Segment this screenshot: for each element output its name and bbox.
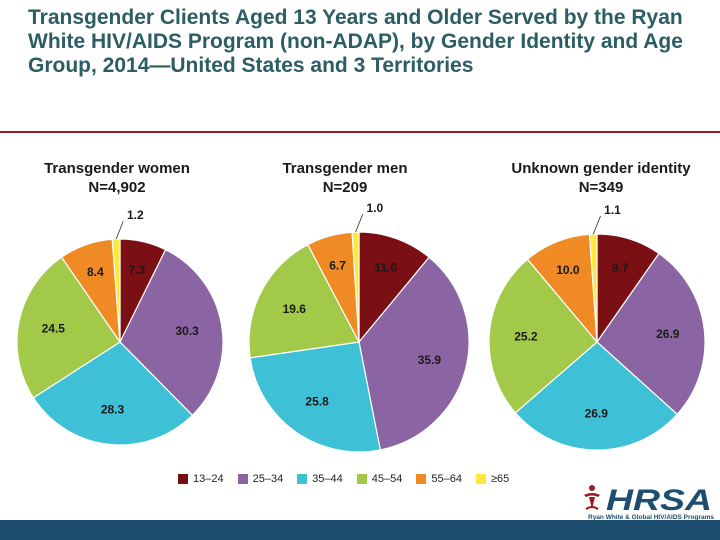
pie-subtitle: N=4,902 <box>88 179 145 196</box>
ribbon-person-icon <box>584 485 600 510</box>
legend-swatch <box>356 474 367 484</box>
legend-swatch <box>475 474 486 484</box>
legend-swatch <box>297 474 308 484</box>
legend-swatch <box>416 474 427 484</box>
hrsa-logo: HRSA Ryan White & Global HIV/AIDS Progra… <box>584 484 714 521</box>
slide-title: Transgender Clients Aged 13 Years and Ol… <box>28 6 683 77</box>
legend-label: 13–24 <box>193 473 224 485</box>
pie-slice <box>16 256 121 399</box>
legend-item: 25–34 <box>237 473 284 485</box>
slice-value-label: 28.3 <box>101 403 125 417</box>
logo-name: HRSA <box>606 484 712 517</box>
slice-value-label: 25.2 <box>514 329 538 343</box>
footer-bar <box>0 520 720 540</box>
legend-item: 45–54 <box>356 473 403 485</box>
pie-slice <box>351 231 360 343</box>
slice-value-label: 35.9 <box>418 353 442 367</box>
slice-value-label: 26.9 <box>656 327 680 341</box>
title-divider <box>0 131 720 133</box>
slice-value-label: 11.0 <box>374 261 397 275</box>
legend-swatch <box>178 474 188 484</box>
pie-slice <box>358 256 470 451</box>
legend-item: 55–64 <box>416 473 462 485</box>
pie-title: Transgender women <box>44 160 190 177</box>
slice-value-label: 8.4 <box>87 265 104 279</box>
label-leader-line <box>115 220 124 240</box>
legend-label: 45–54 <box>371 473 403 485</box>
legend-label: ≥65 <box>490 473 510 485</box>
legend-label: 25–34 <box>252 473 284 485</box>
pie-chart-2: Transgender men N=209 11.0 35.9 25.8 19.6 6.7 1… <box>248 160 470 453</box>
pie-chart-1: Transgender women N=4,902 7.3 30.3 28.3 24.5 8… <box>16 160 224 446</box>
slice-value-label: 19.6 <box>283 302 307 316</box>
slice-value-label: 6.7 <box>329 259 346 273</box>
legend-item: 13–24 <box>178 473 224 485</box>
slice-value-label: 30.3 <box>175 324 199 338</box>
label-leader-line <box>592 215 601 235</box>
pie-slice <box>358 231 430 344</box>
legend-item: ≥65 <box>475 473 510 485</box>
pie-title: Unknown gender identity <box>511 160 691 177</box>
pie-subtitle: N=349 <box>579 179 624 196</box>
pie-slice <box>514 341 679 451</box>
slice-value-label: 24.5 <box>42 322 66 336</box>
legend-label: 35–44 <box>312 473 343 485</box>
pie-slice <box>119 248 224 417</box>
slice-value-label: 1.0 <box>367 201 384 215</box>
slice-value-label: 7.3 <box>129 263 146 277</box>
pie-subtitle: N=209 <box>323 179 368 196</box>
chart-legend: 13–24 25–34 35–44 45–54 55–64 ≥65 <box>178 471 509 487</box>
pie-slice <box>488 258 598 414</box>
slice-value-label: 1.1 <box>604 203 621 217</box>
logo-tagline: Ryan White & Global HIV/AIDS Programs <box>588 514 714 521</box>
legend-swatch <box>237 474 248 484</box>
pie-slice <box>596 252 706 416</box>
slice-value-label: 25.8 <box>305 394 329 408</box>
legend-item: 35–44 <box>297 473 343 485</box>
legend-label: 55–64 <box>431 473 462 485</box>
slice-value-label: 26.9 <box>585 406 609 420</box>
pie-slice <box>249 341 381 453</box>
pie-title: Transgender men <box>282 160 407 177</box>
pie-slice <box>32 341 194 446</box>
slice-value-label: 10.0 <box>556 263 580 277</box>
slice-value-label: 9.7 <box>612 261 629 275</box>
slice-value-label: 1.2 <box>127 208 144 222</box>
pie-chart-3: Unknown gender identity N=349 9.7 26.9 26.9 2… <box>488 160 706 451</box>
label-leader-line <box>355 213 364 233</box>
pie-slice <box>248 243 360 359</box>
